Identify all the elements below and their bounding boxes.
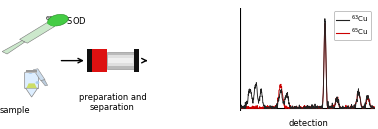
FancyBboxPatch shape xyxy=(25,72,39,89)
Bar xyxy=(134,49,139,72)
Bar xyxy=(108,55,133,66)
Text: sample: sample xyxy=(0,106,31,115)
Text: $^{65}$Cu-SOD: $^{65}$Cu-SOD xyxy=(45,14,87,27)
Polygon shape xyxy=(26,83,37,88)
Bar xyxy=(107,52,134,69)
Ellipse shape xyxy=(28,71,33,74)
Text: detection: detection xyxy=(288,119,328,128)
Polygon shape xyxy=(33,69,45,81)
Polygon shape xyxy=(46,18,61,27)
Bar xyxy=(26,72,37,73)
Polygon shape xyxy=(2,41,25,54)
Bar xyxy=(87,49,92,72)
Bar xyxy=(108,58,133,63)
Polygon shape xyxy=(20,23,55,43)
Ellipse shape xyxy=(36,81,39,84)
Polygon shape xyxy=(41,80,48,86)
Text: preparation and
separation: preparation and separation xyxy=(79,93,146,112)
Bar xyxy=(92,49,107,72)
Bar xyxy=(26,70,37,73)
Polygon shape xyxy=(48,14,68,26)
Polygon shape xyxy=(26,88,38,97)
Legend: $^{63}$Cu, $^{65}$Cu: $^{63}$Cu, $^{65}$Cu xyxy=(334,11,371,40)
